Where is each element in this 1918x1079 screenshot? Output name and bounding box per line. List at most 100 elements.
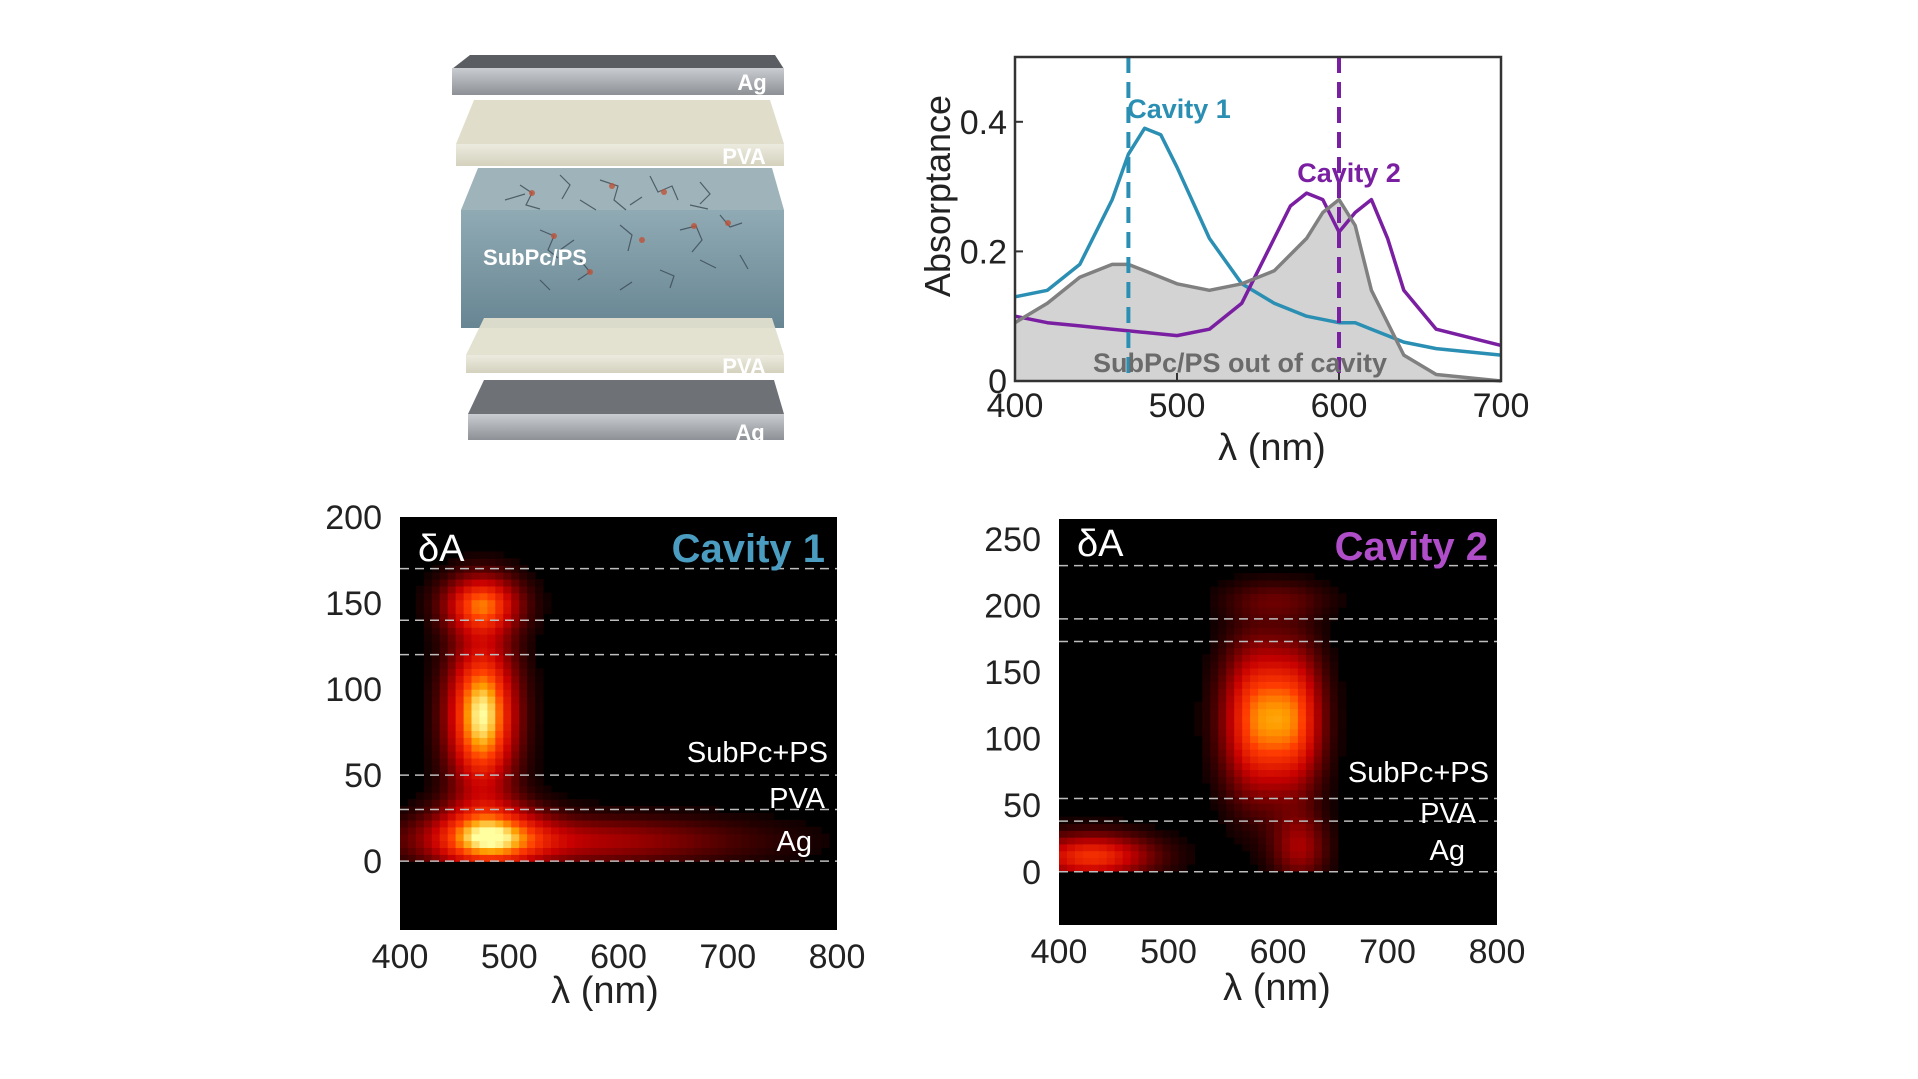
heatmap-cell	[1202, 694, 1211, 703]
heatmap-cell	[543, 592, 552, 601]
heatmap-cell	[797, 854, 806, 862]
heatmap-cell	[431, 627, 441, 635]
heatmap-cell	[701, 840, 711, 848]
heatmap-cell	[1297, 735, 1307, 743]
heatmap-cell	[1313, 776, 1323, 784]
heatmap-cell	[1194, 701, 1203, 710]
heatmap-cell	[1250, 769, 1259, 777]
heatmap-cell	[1297, 715, 1307, 723]
heatmap-cell	[463, 572, 473, 580]
heatmap-cell	[1210, 715, 1219, 723]
heatmap-cell	[479, 640, 488, 649]
heatmap-cell	[527, 785, 536, 793]
heatmap-cell	[1321, 694, 1331, 703]
heatmap-cell	[1250, 620, 1259, 628]
heatmap-cell	[1282, 837, 1291, 845]
heatmap-cell	[1321, 857, 1331, 865]
heatmap-cell	[1210, 722, 1219, 730]
heatmap-cell	[1082, 830, 1092, 838]
heatmap-cell	[805, 833, 814, 842]
heatmap-cell	[1329, 823, 1339, 831]
heatmap-cell	[407, 854, 417, 862]
heatmap-cell	[558, 833, 568, 842]
heatmap-cell	[1297, 647, 1307, 655]
heatmap-cell	[415, 854, 425, 862]
heatmap-cell	[1258, 573, 1267, 581]
heatmap-cell	[590, 840, 600, 848]
heatmap-cell	[1274, 755, 1283, 764]
heatmap-cell	[415, 585, 425, 594]
heatmap-cell	[1074, 823, 1084, 831]
heatmap-cell	[1305, 776, 1315, 784]
heatmap-cell	[423, 606, 433, 614]
heatmap-cell	[1242, 593, 1251, 601]
heatmap-cell	[1282, 661, 1291, 669]
heatmap-cell	[415, 792, 425, 800]
heatmap-cell	[455, 661, 465, 669]
heatmap-cell	[551, 792, 560, 800]
heatmap-cell	[1266, 620, 1275, 628]
heatmap-cell	[1274, 620, 1283, 628]
heatmap-cell	[511, 634, 520, 642]
heatmap-cell	[535, 716, 544, 725]
heatmap-cell	[423, 854, 433, 862]
heatmap-cell	[1274, 634, 1283, 642]
heatmap-cell	[431, 813, 441, 821]
heatmap-cell	[1321, 701, 1331, 710]
heatmap-cell	[558, 854, 568, 862]
heatmap-cell	[1250, 843, 1259, 852]
heatmap-cell	[1226, 600, 1235, 608]
heatmap-cell	[495, 709, 504, 718]
heatmap-cell	[463, 730, 473, 738]
heatmap-cell	[1266, 830, 1275, 838]
heatmap-cell	[1266, 701, 1275, 710]
heatmap-cell	[471, 599, 480, 608]
heatmap-cell	[701, 833, 711, 842]
heatmap-cell	[1289, 864, 1299, 872]
heatmap-cell	[1106, 864, 1116, 872]
heatmap-cell	[463, 709, 473, 718]
heatmap-cell	[1305, 823, 1315, 831]
heatmap-cell	[1282, 613, 1291, 622]
heatmap-cell	[1234, 742, 1243, 750]
heatmap-cell	[1297, 789, 1307, 798]
heatmap-cell	[1067, 850, 1076, 858]
heatmap-cell	[1218, 627, 1227, 635]
heatmap-cell	[1242, 661, 1251, 669]
heatmap-cell	[423, 689, 433, 697]
heatmap-cell	[733, 826, 743, 835]
heatmap-cell	[400, 854, 409, 862]
heatmap-cell	[511, 751, 520, 759]
heatmap-cell	[1274, 742, 1283, 750]
heatmap-cell	[765, 826, 774, 835]
heatmap-cell	[662, 819, 671, 828]
heatmap-cell	[527, 572, 536, 580]
heatmap-cell	[1250, 776, 1259, 784]
heatmap-cell	[1282, 640, 1291, 649]
heatmap-cell	[1234, 810, 1243, 818]
heatmap-cell	[765, 819, 774, 828]
heatmap-cell	[1305, 654, 1315, 662]
heatmap-cell	[1250, 573, 1259, 581]
y-tick-label: 200	[325, 499, 382, 537]
heatmap-cell	[543, 847, 552, 855]
heatmap-cell	[741, 840, 751, 848]
heatmap-cell	[1210, 735, 1219, 743]
heatmap-cell	[511, 702, 520, 711]
heatmap-cell	[519, 826, 528, 835]
x-tick-label: 600	[1250, 933, 1307, 971]
heatmap-cell	[479, 668, 488, 676]
heatmap-cell	[511, 592, 520, 601]
heatmap-cell	[551, 840, 560, 848]
heatmap-cell	[1258, 843, 1267, 852]
heatmap-label-delta-a: δA	[1077, 523, 1124, 565]
heatmap-cell	[511, 723, 520, 731]
heatmap-cell	[1218, 708, 1227, 716]
heatmap-cell	[1329, 864, 1339, 872]
heatmap-cell	[487, 826, 496, 835]
heatmap-cell	[415, 833, 425, 842]
heatmap-cell	[447, 840, 457, 848]
heatmap-cell	[447, 723, 457, 731]
heatmap-cell	[503, 620, 512, 628]
